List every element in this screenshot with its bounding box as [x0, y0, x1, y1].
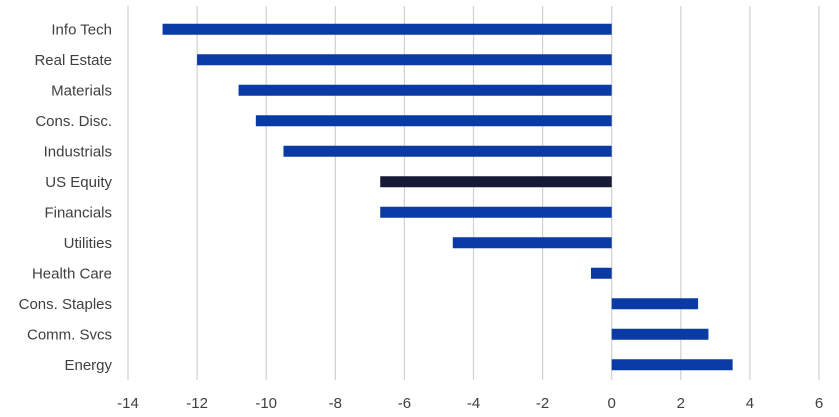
bar-info-tech [162, 23, 612, 35]
bar-cons-staples [611, 298, 699, 310]
x-tick-label: -12 [186, 395, 208, 412]
bar-real-estate [197, 54, 612, 66]
bar-materials [238, 84, 612, 96]
grid-lines [127, 6, 820, 380]
x-tick-label: -4 [467, 395, 480, 412]
x-tick-label: -6 [398, 395, 411, 412]
x-tick-label: -2 [536, 395, 549, 412]
bar-utilities [452, 237, 612, 249]
category-label: Health Care [32, 265, 112, 282]
x-tick-label: -8 [329, 395, 342, 412]
bar-health-care [590, 267, 612, 279]
bar-financials [380, 206, 612, 218]
bar-us-equity [380, 176, 612, 188]
category-label: Cons. Disc. [35, 113, 112, 130]
category-label: Industrials [44, 143, 112, 160]
bar-energy [611, 359, 733, 371]
category-label: Utilities [64, 235, 112, 252]
bars [162, 23, 733, 371]
category-label: Comm. Svcs [27, 326, 112, 343]
category-label: Info Tech [51, 21, 112, 38]
x-tick-label: 4 [746, 395, 754, 412]
x-tick-label: -10 [255, 395, 277, 412]
bar-cons-disc [255, 115, 612, 127]
category-labels: Info Tech Real Estate Materials Cons. Disc.… [19, 21, 113, 374]
category-label: Energy [64, 357, 112, 374]
x-tick-label: 2 [677, 395, 685, 412]
category-label: Financials [44, 204, 112, 221]
category-label: Real Estate [34, 52, 112, 69]
x-tick-label: 0 [608, 395, 616, 412]
category-label: US Equity [45, 174, 112, 191]
bar-comm-svcs [611, 328, 709, 340]
category-label: Cons. Staples [19, 296, 112, 313]
category-label: Materials [51, 82, 112, 99]
x-tick-label: -14 [117, 395, 139, 412]
x-tick-label: 6 [815, 395, 823, 412]
x-tick-labels: -14 -12 -10 -8 -6 -4 -2 0 2 4 6 [117, 395, 823, 412]
bar-industrials [283, 145, 612, 157]
